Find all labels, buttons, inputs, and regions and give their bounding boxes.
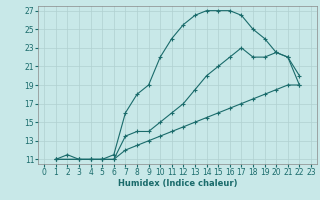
X-axis label: Humidex (Indice chaleur): Humidex (Indice chaleur) xyxy=(118,179,237,188)
